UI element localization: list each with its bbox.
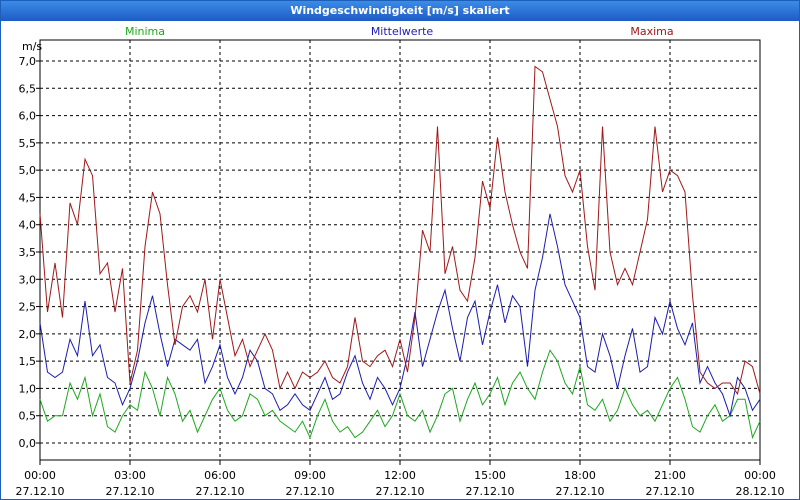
legend-maxima: Maxima xyxy=(630,25,673,38)
y-tick-label: 0,5 xyxy=(19,410,37,423)
x-tick-time-label: 09:00 xyxy=(294,469,326,482)
y-tick-label: 2,5 xyxy=(19,301,37,314)
x-tick-date-label: 27.12.10 xyxy=(646,485,695,498)
x-tick-date-label: 27.12.10 xyxy=(16,485,65,498)
x-tick-time-label: 06:00 xyxy=(204,469,236,482)
y-tick-label: 6,5 xyxy=(19,82,37,95)
y-tick-label: 1,5 xyxy=(19,355,37,368)
y-tick-label: 5,0 xyxy=(19,164,37,177)
legend-mittelwerte: Mittelwerte xyxy=(371,25,434,38)
x-tick-time-label: 00:00 xyxy=(24,469,56,482)
x-tick-time-label: 21:00 xyxy=(654,469,686,482)
series-line-minima xyxy=(39,349,761,440)
x-tick-time-label: 03:00 xyxy=(114,469,146,482)
y-tick-label: 0,0 xyxy=(19,437,37,450)
x-tick-date-label: 27.12.10 xyxy=(556,485,605,498)
y-tick-label: 3,5 xyxy=(19,246,37,259)
y-tick-label: 7,0 xyxy=(19,55,37,68)
y-tick-label: 6,0 xyxy=(19,110,37,123)
x-tick-date-label: 27.12.10 xyxy=(286,485,335,498)
legend-minima: Minima xyxy=(125,25,165,38)
x-tick-date-label: 28.12.10 xyxy=(736,485,785,498)
x-tick-time-label: 00:00 xyxy=(744,469,776,482)
y-tick-label: 4,0 xyxy=(19,219,37,232)
y-axis-unit-label: m/s xyxy=(22,40,42,53)
y-tick-label: 5,5 xyxy=(19,137,37,150)
y-tick-label: 1,0 xyxy=(19,382,37,395)
x-tick-date-label: 27.12.10 xyxy=(196,485,245,498)
y-tick-label: 4,5 xyxy=(19,191,37,204)
x-tick-time-label: 18:00 xyxy=(564,469,596,482)
x-tick-time-label: 12:00 xyxy=(384,469,416,482)
x-tick-date-label: 27.12.10 xyxy=(106,485,155,498)
series-line-mittelwerte xyxy=(39,213,761,418)
chart-title: Windgeschwindigkeit [m/s] skaliert xyxy=(1,1,799,21)
x-tick-date-label: 27.12.10 xyxy=(466,485,515,498)
y-tick-label: 3,0 xyxy=(19,273,37,286)
series-line-maxima xyxy=(39,65,761,396)
x-tick-date-label: 27.12.10 xyxy=(376,485,425,498)
x-tick-time-label: 15:00 xyxy=(474,469,506,482)
y-tick-label: 2,0 xyxy=(19,328,37,341)
